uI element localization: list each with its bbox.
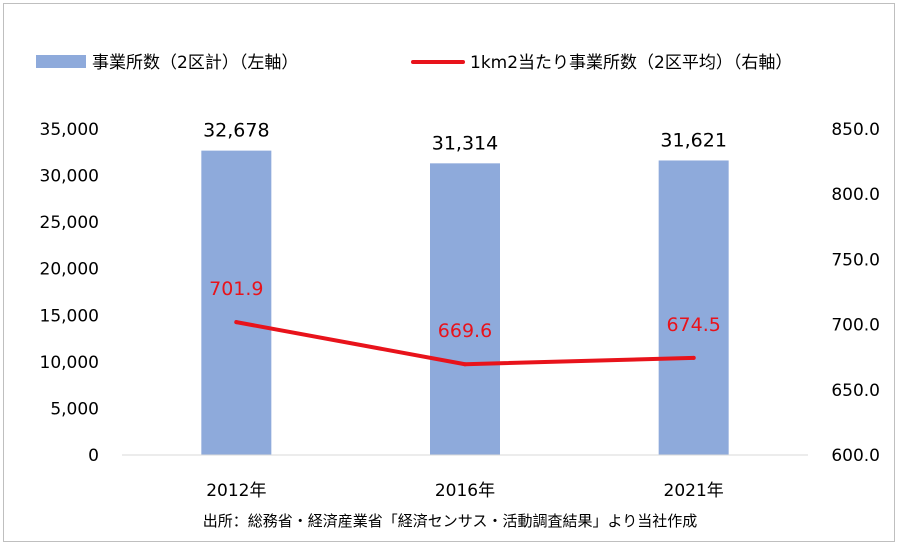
bar-data-label: 31,314 (432, 132, 498, 154)
line-point (691, 355, 696, 360)
legend-bar-swatch (36, 55, 86, 68)
y-left-tick-label: 0 (88, 446, 99, 466)
y-left-tick-label: 25,000 (40, 213, 99, 233)
line-point (463, 362, 467, 367)
y-left-tick-label: 30,000 (40, 167, 99, 187)
y-right-tick-label: 850.0 (831, 120, 880, 140)
line-data-label: 701.9 (209, 278, 263, 300)
y-right-tick-label: 700.0 (831, 316, 880, 336)
y-right-tick-label: 750.0 (831, 250, 880, 270)
y-left-tick-label: 35,000 (40, 120, 99, 140)
line-data-label: 669.6 (438, 320, 492, 342)
y-right-tick-label: 600.0 (831, 446, 880, 466)
y-left-tick-label: 15,000 (40, 306, 99, 326)
bar (658, 160, 729, 456)
y-left-tick-label: 5,000 (50, 399, 99, 419)
bar-data-label: 32,678 (203, 120, 269, 142)
line-point (234, 320, 239, 325)
bar (201, 150, 272, 455)
source-note: 出所：総務省・経済産業省「経済センサス・活動調査結果」より当社作成 (202, 512, 698, 530)
legend-line-label: 1km2当たり事業所数（2区平均）（右軸） (470, 53, 792, 73)
y-right-tick-label: 650.0 (831, 381, 880, 401)
line-data-label: 674.5 (666, 314, 720, 336)
bar-data-label: 31,621 (660, 129, 726, 151)
x-tick-label: 2016年 (435, 481, 495, 501)
x-tick-label: 2012年 (206, 481, 266, 501)
y-left-tick-label: 10,000 (40, 353, 99, 373)
x-tick-label: 2021年 (664, 481, 724, 501)
bar (430, 163, 500, 455)
y-left-tick-label: 20,000 (40, 260, 99, 280)
legend-bar-label: 事業所数（2区計）（左軸） (92, 53, 298, 73)
y-right-tick-label: 800.0 (831, 185, 880, 205)
